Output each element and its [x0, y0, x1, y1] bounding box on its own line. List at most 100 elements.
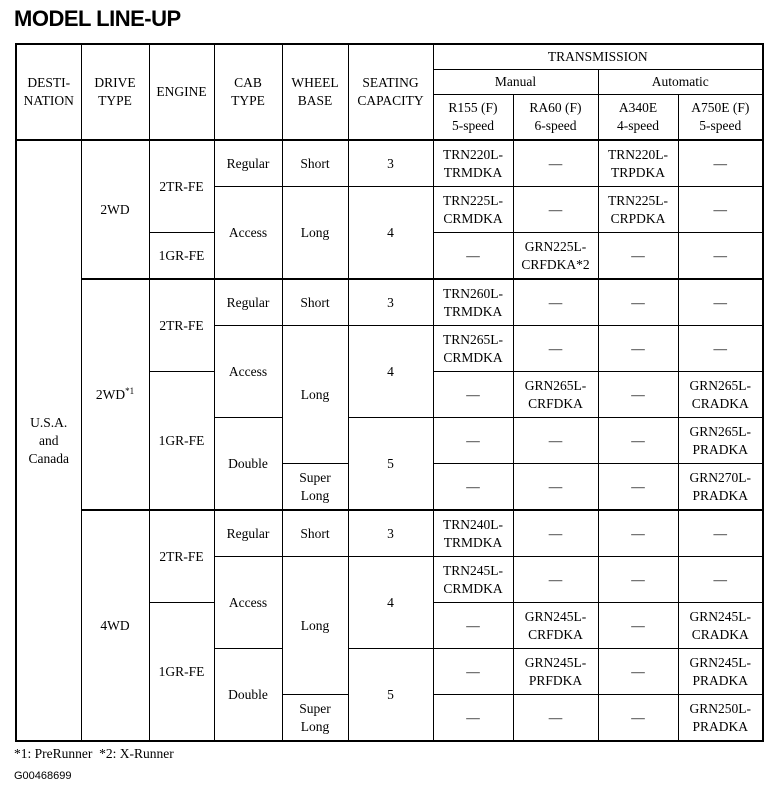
model-code-cell: TRN220L-TRMDKA	[432, 139, 514, 187]
model-code-cell: GRN225L-CRFDKA*2	[512, 232, 599, 280]
model-code-cell: GRN265L-PRADKA	[677, 417, 764, 464]
cab-type-cell: Double	[213, 417, 283, 511]
header-transmission-column: A750E (F) 5-speed	[677, 94, 764, 141]
model-code-cell: —	[512, 325, 599, 372]
figure-code: G00468699	[14, 770, 72, 782]
cab-type-cell: Regular	[213, 139, 283, 187]
seating-capacity-cell: 5	[347, 417, 434, 511]
model-code-cell: TRN265L-CRMDKA	[432, 325, 514, 372]
model-code-cell: —	[677, 139, 764, 187]
model-code-cell: —	[597, 648, 679, 695]
wheel-base-cell: Short	[281, 509, 349, 557]
model-code-cell: TRN225L-CRMDKA	[432, 186, 514, 233]
header-manual: Manual	[432, 69, 599, 95]
model-code-cell: —	[512, 417, 599, 464]
model-code-cell: GRN265L-CRFDKA	[512, 371, 599, 418]
wheel-base-cell: Super Long	[281, 463, 349, 511]
cab-type-cell: Regular	[213, 509, 283, 557]
destination-cell: U.S.A. and Canada	[15, 139, 82, 742]
model-code-cell: —	[677, 509, 764, 557]
model-code-cell: GRN245L-CRADKA	[677, 602, 764, 649]
table-row: Double 5— — — GRN265L-PRADKA	[16, 417, 764, 511]
table-row: 4WD 2TR-FE Regular Short 3 TRN240L-TRMDKA — — —	[16, 509, 764, 742]
footnote: *1: PreRunner *2: X-Runner	[14, 746, 174, 761]
wheel-base-cell: Long	[281, 325, 349, 464]
table-row: 2WD*1 2TR-FE Regular Short 3 TRN260L-TRMDKA — —…	[16, 278, 764, 511]
table-row: Access Long 4 TRN245L-CRMDKA — — —	[16, 556, 764, 695]
header-engine: ENGINE	[148, 43, 215, 141]
seating-capacity-cell: 3	[347, 509, 434, 557]
table-row: 1GR-FE — GRN225L-CRFDKA*2— —	[16, 232, 764, 280]
model-code-cell: —	[597, 602, 679, 649]
wheel-base-cell: Long	[281, 186, 349, 280]
model-code-cell: —	[432, 232, 514, 280]
model-code-cell: —	[432, 371, 514, 418]
model-code-cell: TRN240L-TRMDKA	[432, 509, 514, 557]
model-code-cell: —	[597, 325, 679, 372]
model-code-cell: GRN245L-CRFDKA	[512, 602, 599, 649]
model-code-cell: —	[432, 463, 514, 511]
drive-type-cell: 2WD*1	[80, 278, 150, 511]
drive-type-cell: 4WD	[80, 509, 150, 742]
header-wheel-base: WHEEL BASE	[281, 43, 349, 141]
model-code-cell: —	[597, 417, 679, 464]
model-code-cell: —	[512, 139, 599, 187]
model-code-cell: —	[597, 694, 679, 742]
drive-type-cell: 2WD	[80, 139, 150, 280]
model-code-cell: —	[432, 417, 514, 464]
model-code-cell: —	[677, 325, 764, 372]
model-code-cell: GRN250L-PRADKA	[677, 694, 764, 742]
seating-capacity-cell: 3	[347, 139, 434, 187]
model-code-cell: —	[597, 232, 679, 280]
wheel-base-cell: Super Long	[281, 694, 349, 742]
model-code-cell: —	[512, 463, 599, 511]
model-code-cell: TRN245L-CRMDKA	[432, 556, 514, 603]
model-code-cell: TRN225L-CRPDKA	[597, 186, 679, 233]
table-row: 1GR-FE — GRN245L-CRFDKA — GRN245L-CRADKA	[16, 602, 764, 742]
model-code-cell: GRN245L-PRADKA	[677, 648, 764, 695]
model-code-cell: TRN260L-TRMDKA	[432, 278, 514, 326]
page-title: MODEL LINE-UP	[14, 6, 181, 31]
seating-capacity-cell: 4	[347, 186, 434, 280]
cab-type-cell: Double	[213, 648, 283, 742]
model-code-cell: —	[432, 648, 514, 695]
header-seating-capacity: SEATING CAPACITY	[347, 43, 434, 141]
model-code-cell: —	[597, 278, 679, 326]
model-code-cell: —	[677, 556, 764, 603]
model-code-cell: —	[597, 509, 679, 557]
table-row: U.S.A. and Canada 2WD 2TR-FE Regular Short 3 TRN…	[15, 139, 764, 742]
model-lineup-table: DESTI-NATION DRIVE TYPE ENGINE CAB TYPE …	[15, 43, 765, 742]
table-row: Double 5— GRN245L-PRFDKA — GRN245L-PRADKA	[16, 648, 764, 742]
model-code-cell: —	[512, 694, 599, 742]
header-transmission: TRANSMISSION	[432, 43, 764, 70]
header-transmission-column: RA60 (F) 6-speed	[512, 94, 599, 141]
table-row: 1GR-FE — GRN265L-CRFDKA — GRN265L-CRADKA	[16, 371, 764, 511]
header-transmission-column: A340E 4-speed	[597, 94, 679, 141]
engine-cell: 2TR-FE	[148, 139, 215, 233]
engine-cell: 1GR-FE	[148, 232, 215, 280]
cab-type-cell: Access	[213, 325, 283, 418]
model-code-cell: GRN270L-PRADKA	[677, 463, 764, 511]
model-code-cell: —	[512, 556, 599, 603]
wheel-base-cell: Short	[281, 278, 349, 326]
cab-type-cell: Access	[213, 186, 283, 280]
header-drive-type: DRIVE TYPE	[80, 43, 150, 141]
seating-capacity-cell: 4	[347, 325, 434, 418]
model-code-cell: —	[432, 602, 514, 649]
table-row: Access Long 4 TRN265L-CRMDKA — — —	[16, 325, 764, 464]
engine-cell: 1GR-FE	[148, 371, 215, 511]
model-code-cell: —	[677, 278, 764, 326]
model-code-cell: —	[432, 694, 514, 742]
engine-cell: 1GR-FE	[148, 602, 215, 742]
model-code-cell: —	[597, 556, 679, 603]
header-destination: DESTI-NATION	[15, 43, 82, 141]
model-code-cell: —	[677, 232, 764, 280]
model-code-cell: —	[512, 186, 599, 233]
seating-capacity-cell: 3	[347, 278, 434, 326]
model-code-cell: —	[512, 278, 599, 326]
header-cab-type: CAB TYPE	[213, 43, 283, 141]
wheel-base-cell: Long	[281, 556, 349, 695]
seating-capacity-cell: 5	[347, 648, 434, 742]
wheel-base-cell: Short	[281, 139, 349, 187]
seating-capacity-cell: 4	[347, 556, 434, 649]
